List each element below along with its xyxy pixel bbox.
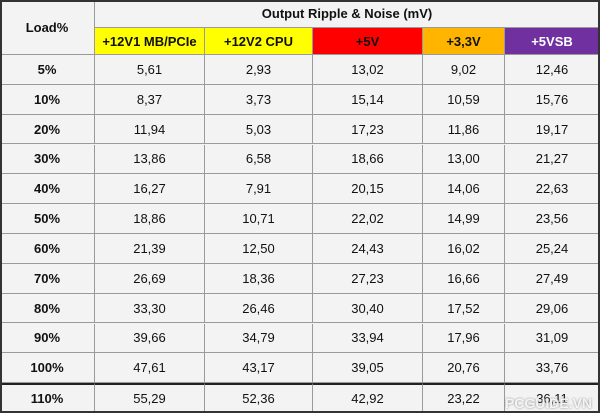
row-label: 10% bbox=[0, 84, 95, 115]
value-cell: 18,66 bbox=[313, 144, 423, 175]
watermark: PCGUIDE.VN bbox=[504, 395, 592, 411]
row-label: 100% bbox=[0, 353, 95, 384]
value-cell: 52,36 bbox=[205, 383, 313, 413]
value-cell: 12,46 bbox=[505, 55, 600, 85]
group-header: Output Ripple & Noise (mV) bbox=[95, 0, 600, 28]
value-cell: 10,71 bbox=[205, 204, 313, 234]
value-cell: 3,73 bbox=[205, 84, 313, 115]
row-label: 50% bbox=[0, 204, 95, 234]
column-header: +5VSB bbox=[505, 28, 600, 55]
value-cell: 13,86 bbox=[95, 144, 205, 175]
row-label: 60% bbox=[0, 234, 95, 264]
value-cell: 33,30 bbox=[95, 293, 205, 324]
value-cell: 15,76 bbox=[505, 84, 600, 115]
value-cell: 27,23 bbox=[313, 263, 423, 294]
value-cell: 12,50 bbox=[205, 234, 313, 264]
value-cell: 22,63 bbox=[505, 174, 600, 205]
value-cell: 33,94 bbox=[313, 323, 423, 354]
value-cell: 26,46 bbox=[205, 293, 313, 324]
row-label: 5% bbox=[0, 55, 95, 85]
row-label: 110% bbox=[0, 383, 95, 413]
corner-header: Load% bbox=[0, 0, 95, 55]
value-cell: 13,02 bbox=[313, 55, 423, 85]
row-label: 70% bbox=[0, 263, 95, 294]
value-cell: 31,09 bbox=[505, 323, 600, 354]
column-header: +12V2 CPU bbox=[205, 28, 313, 55]
value-cell: 13,00 bbox=[423, 144, 505, 175]
value-cell: 23,56 bbox=[505, 204, 600, 234]
value-cell: 18,86 bbox=[95, 204, 205, 234]
value-cell: 21,39 bbox=[95, 234, 205, 264]
row-label: 30% bbox=[0, 144, 95, 175]
value-cell: 17,96 bbox=[423, 323, 505, 354]
value-cell: 10,59 bbox=[423, 84, 505, 115]
column-header: +3,3V bbox=[423, 28, 505, 55]
value-cell: 21,27 bbox=[505, 144, 600, 175]
value-cell: 8,37 bbox=[95, 84, 205, 115]
value-cell: 14,06 bbox=[423, 174, 505, 205]
value-cell: 34,79 bbox=[205, 323, 313, 354]
value-cell: 7,91 bbox=[205, 174, 313, 205]
value-cell: 47,61 bbox=[95, 353, 205, 384]
value-cell: 19,17 bbox=[505, 114, 600, 145]
value-cell: 24,43 bbox=[313, 234, 423, 264]
row-label: 40% bbox=[0, 174, 95, 205]
value-cell: 15,14 bbox=[313, 84, 423, 115]
value-cell: 42,92 bbox=[313, 383, 423, 413]
value-cell: 16,27 bbox=[95, 174, 205, 205]
value-cell: 29,06 bbox=[505, 293, 600, 324]
value-cell: 20,76 bbox=[423, 353, 505, 384]
column-header: +12V1 MB/PCIe bbox=[95, 28, 205, 55]
value-cell: 5,03 bbox=[205, 114, 313, 145]
value-cell: 2,93 bbox=[205, 55, 313, 85]
value-cell: 23,22 bbox=[423, 383, 505, 413]
value-cell: 11,86 bbox=[423, 114, 505, 145]
value-cell: 39,66 bbox=[95, 323, 205, 354]
value-cell: 17,52 bbox=[423, 293, 505, 324]
row-label: 80% bbox=[0, 293, 95, 324]
value-cell: 39,05 bbox=[313, 353, 423, 384]
value-cell: 6,58 bbox=[205, 144, 313, 175]
value-cell: 9,02 bbox=[423, 55, 505, 85]
value-cell: 16,66 bbox=[423, 263, 505, 294]
value-cell: 55,29 bbox=[95, 383, 205, 413]
value-cell: 30,40 bbox=[313, 293, 423, 324]
value-cell: 25,24 bbox=[505, 234, 600, 264]
value-cell: 20,15 bbox=[313, 174, 423, 205]
value-cell: 17,23 bbox=[313, 114, 423, 145]
value-cell: 22,02 bbox=[313, 204, 423, 234]
value-cell: 11,94 bbox=[95, 114, 205, 145]
column-header: +5V bbox=[313, 28, 423, 55]
row-label: 90% bbox=[0, 323, 95, 354]
value-cell: 18,36 bbox=[205, 263, 313, 294]
value-cell: 16,02 bbox=[423, 234, 505, 264]
value-cell: 26,69 bbox=[95, 263, 205, 294]
value-cell: 5,61 bbox=[95, 55, 205, 85]
row-label: 20% bbox=[0, 114, 95, 145]
value-cell: 27,49 bbox=[505, 263, 600, 294]
value-cell: 33,76 bbox=[505, 353, 600, 384]
value-cell: 14,99 bbox=[423, 204, 505, 234]
value-cell: 43,17 bbox=[205, 353, 313, 384]
